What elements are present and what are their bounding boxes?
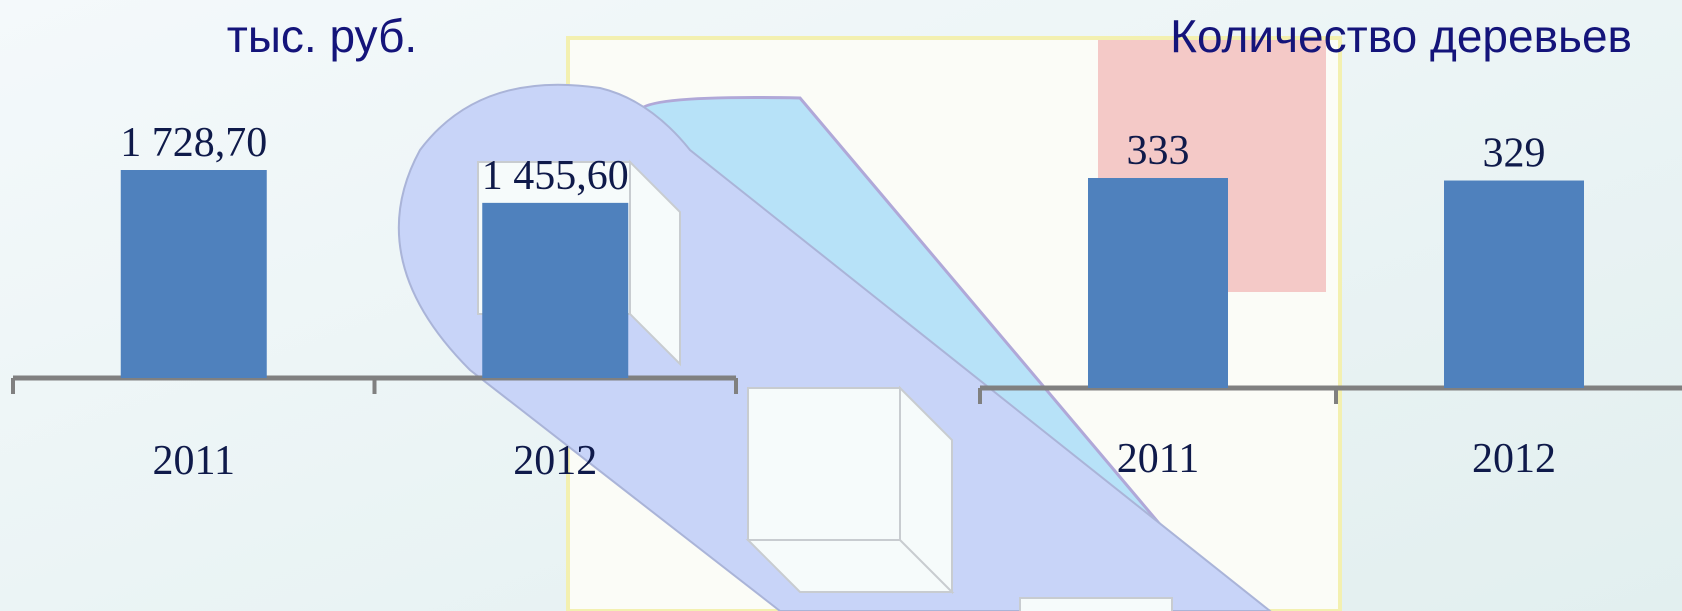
x-tick-label: 2012 [1472, 436, 1556, 482]
data-label: 329 [1483, 131, 1546, 177]
x-tick-label: 2011 [1117, 436, 1199, 482]
bar [1444, 180, 1584, 388]
bar [482, 202, 629, 378]
bar [1088, 178, 1228, 388]
bar [120, 170, 267, 378]
x-tick-label: 2011 [153, 438, 235, 484]
x-tick-label: 2012 [513, 438, 597, 484]
chart-title: Количество деревьев [1170, 10, 1632, 62]
data-label: 333 [1127, 128, 1190, 174]
data-label: 1 455,60 [482, 153, 629, 199]
chart-title: тыс. руб. [227, 10, 417, 62]
data-label: 1 728,70 [120, 120, 267, 166]
